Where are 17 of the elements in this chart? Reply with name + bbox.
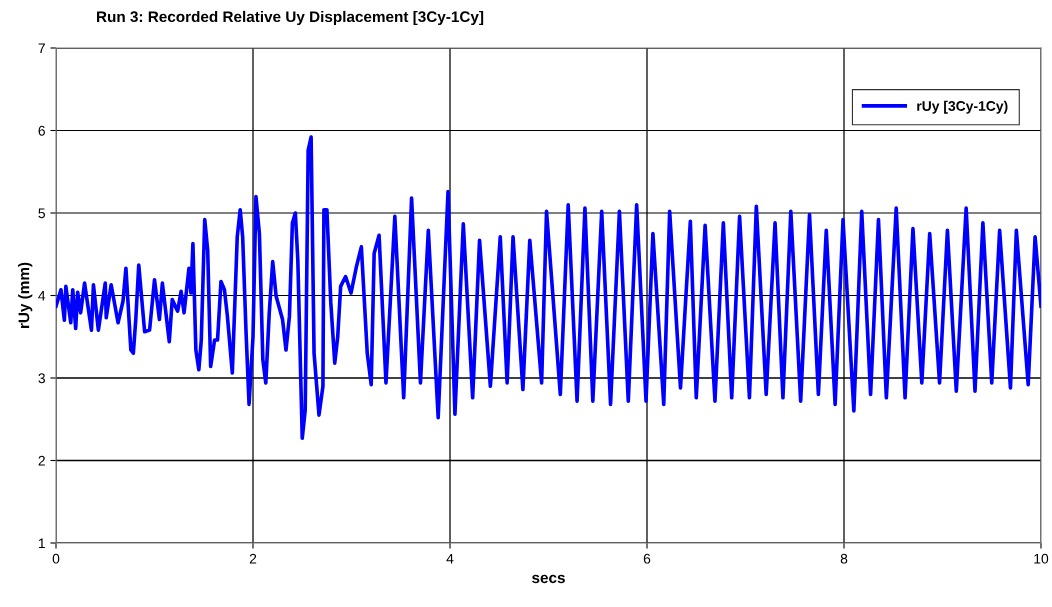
y-tick-label: 4 — [38, 290, 46, 301]
y-tick-label: 5 — [38, 208, 45, 219]
x-tick-label: 8 — [840, 553, 848, 564]
x-tick-label: 0 — [52, 553, 60, 564]
x-tick-label: 2 — [249, 553, 257, 564]
x-tick-label: 6 — [643, 553, 651, 564]
x-tick-label: 4 — [446, 553, 454, 564]
y-tick-label: 1 — [38, 538, 45, 549]
y-tick-label: 6 — [38, 125, 45, 136]
y-tick-label: 2 — [38, 455, 45, 466]
chart-title: Run 3: Recorded Relative Uy Displacement [3Cy-1Cy] — [97, 10, 484, 26]
y-tick-label: 7 — [38, 43, 45, 54]
legend-label: rUy [3Cy-1Cy) — [917, 100, 1008, 114]
x-tick-label: 10 — [1034, 553, 1049, 564]
x-axis-title: secs — [532, 574, 565, 584]
y-axis-title: rUy (mm) — [18, 262, 33, 329]
y-tick-label: 3 — [38, 373, 45, 384]
